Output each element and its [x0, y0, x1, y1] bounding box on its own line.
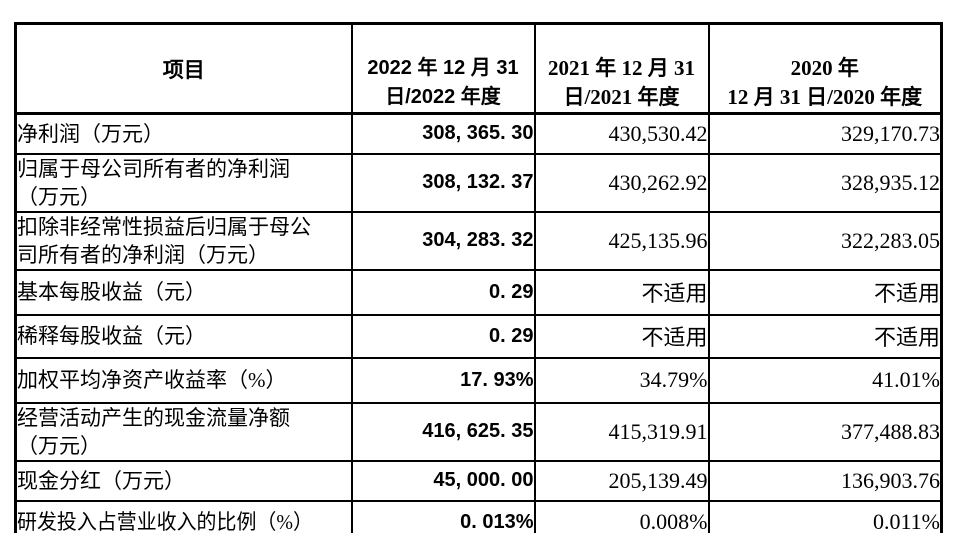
value-2020: 不适用 — [707, 313, 943, 359]
row-label-text: 经营活动产生的现金流量净额 （万元） — [17, 405, 291, 458]
value-2022-text: 308, 132. 37 — [422, 171, 534, 193]
value-2021: 430,262.92 — [533, 152, 710, 213]
value-2021: 不适用 — [533, 313, 710, 359]
value-2021: 425,135.96 — [533, 210, 710, 271]
value-2021: 205,139.49 — [533, 459, 710, 502]
table-row-rd-ratio: 研发投入占营业收入的比例（%） 0. 013% 0.008% 0.011% — [14, 499, 943, 533]
value-2022: 0. 29 — [350, 268, 536, 316]
row-label-text: 扣除非经常性损益后归属于母公 司所有者的净利润（万元） — [17, 214, 312, 267]
value-2022-text: 416, 625. 35 — [422, 420, 534, 442]
value-2022-text: 304, 283. 32 — [422, 229, 534, 251]
value-2021-text: 34.79% — [639, 367, 708, 392]
header-row: 项目 2022 年 12 月 31 日/2022 年度 2021 年 12 月 … — [14, 22, 943, 115]
row-label: 加权平均净资产收益率（%） — [14, 356, 353, 404]
table-row-operating-cash-flow: 经营活动产生的现金流量净额 （万元） 416, 625. 35 415,319.… — [14, 401, 943, 462]
value-2020-text: 377,488.83 — [841, 418, 940, 444]
row-label-text: 研发投入占营业收入的比例（%） — [17, 510, 313, 533]
value-2021: 34.79% — [533, 356, 710, 404]
col-header-2020: 2020 年 12 月 31 日/2020 年度 — [707, 22, 943, 115]
value-2022: 416, 625. 35 — [350, 401, 536, 462]
value-2021-text: 415,319.91 — [608, 418, 708, 444]
value-2020-text: 41.01% — [872, 367, 940, 392]
row-label: 归属于母公司所有者的净利润 （万元） — [14, 152, 353, 213]
value-2020-text: 136,903.76 — [841, 467, 940, 493]
row-label-text: 净利润（万元） — [17, 121, 165, 146]
value-2021-text: 0.008% — [639, 509, 708, 533]
value-2022: 45, 000. 00 — [350, 459, 536, 502]
value-2022-text: 0. 29 — [489, 280, 534, 303]
value-2022: 308, 132. 37 — [350, 152, 536, 213]
value-2020: 322,283.05 — [707, 210, 943, 271]
value-2022: 308, 365. 30 — [350, 112, 536, 155]
table-row-cash-dividend: 现金分红（万元） 45, 000. 00 205,139.49 136,903.… — [14, 459, 943, 502]
col-header-2020-label: 2020 年 12 月 31 日/2020 年度 — [727, 56, 923, 109]
value-2022-text: 45, 000. 00 — [433, 469, 534, 491]
row-label-text: 现金分红（万元） — [17, 468, 186, 493]
row-label-text: 归属于母公司所有者的净利润 （万元） — [17, 156, 291, 209]
row-label: 现金分红（万元） — [14, 459, 353, 502]
table-row-diluted-eps: 稀释每股收益（元） 0. 29 不适用 不适用 — [14, 313, 943, 359]
value-2020-text: 322,283.05 — [841, 227, 940, 253]
row-label: 研发投入占营业收入的比例（%） — [14, 499, 353, 533]
value-2021: 不适用 — [533, 268, 710, 316]
col-header-2021: 2021 年 12 月 31 日/2021 年度 — [533, 22, 710, 115]
table-row-parent-net-profit: 归属于母公司所有者的净利润 （万元） 308, 132. 37 430,262.… — [14, 152, 943, 213]
value-2020: 328,935.12 — [707, 152, 943, 213]
table-row-basic-eps: 基本每股收益（元） 0. 29 不适用 不适用 — [14, 268, 943, 316]
col-header-item-label: 项目 — [162, 57, 205, 82]
row-label-text: 基本每股收益（元） — [17, 280, 207, 304]
col-header-2021-label: 2021 年 12 月 31 日/2021 年度 — [548, 56, 695, 109]
value-2021-text: 430,262.92 — [608, 169, 708, 195]
value-2022-text: 0. 013% — [460, 510, 534, 533]
value-2020-text: 328,935.12 — [841, 169, 940, 195]
value-2021-text: 430,530.42 — [608, 120, 708, 146]
value-2020: 377,488.83 — [707, 401, 943, 462]
row-label-text: 稀释每股收益（元） — [17, 324, 207, 348]
value-2022: 0. 013% — [350, 499, 536, 533]
value-2021: 0.008% — [533, 499, 710, 533]
table-row-net-profit: 净利润（万元） 308, 365. 30 430,530.42 329,170.… — [14, 112, 943, 155]
value-2021: 430,530.42 — [533, 112, 710, 155]
value-2020: 0.011% — [707, 499, 943, 533]
value-2020-text: 0.011% — [872, 509, 940, 533]
col-header-item: 项目 — [14, 22, 353, 115]
value-2022-text: 0. 29 — [489, 324, 534, 347]
row-label: 基本每股收益（元） — [14, 268, 353, 316]
value-2022-text: 308, 365. 30 — [422, 122, 534, 145]
value-2020: 41.01% — [707, 356, 943, 404]
row-label: 净利润（万元） — [14, 112, 353, 155]
row-label-text: 加权平均净资产收益率（%） — [17, 368, 287, 392]
table-row-deducted-net-profit: 扣除非经常性损益后归属于母公 司所有者的净利润（万元） 304, 283. 32… — [14, 210, 943, 271]
value-2021-text: 不适用 — [641, 325, 708, 350]
value-2022: 304, 283. 32 — [350, 210, 536, 271]
value-2021: 415,319.91 — [533, 401, 710, 462]
value-2020-text: 不适用 — [873, 325, 940, 350]
row-label: 稀释每股收益（元） — [14, 313, 353, 359]
value-2020: 不适用 — [707, 268, 943, 316]
table-row-weighted-roe: 加权平均净资产收益率（%） 17. 93% 34.79% 41.01% — [14, 356, 943, 404]
value-2022: 0. 29 — [350, 313, 536, 359]
col-header-2022-label: 2022 年 12 月 31 日/2022 年度 — [367, 57, 519, 108]
value-2020: 329,170.73 — [707, 112, 943, 155]
value-2022-text: 17. 93% — [460, 368, 534, 391]
value-2020-text: 不适用 — [873, 281, 940, 306]
value-2021-text: 不适用 — [641, 281, 708, 306]
value-2020-text: 329,170.73 — [841, 120, 940, 146]
row-label: 扣除非经常性损益后归属于母公 司所有者的净利润（万元） — [14, 210, 353, 271]
row-label: 经营活动产生的现金流量净额 （万元） — [14, 401, 353, 462]
value-2022: 17. 93% — [350, 356, 536, 404]
value-2021-text: 205,139.49 — [608, 467, 708, 493]
col-header-2022: 2022 年 12 月 31 日/2022 年度 — [350, 22, 536, 115]
financial-summary-table: 项目 2022 年 12 月 31 日/2022 年度 2021 年 12 月 … — [14, 22, 943, 533]
value-2021-text: 425,135.96 — [608, 227, 708, 253]
value-2020: 136,903.76 — [707, 459, 943, 502]
